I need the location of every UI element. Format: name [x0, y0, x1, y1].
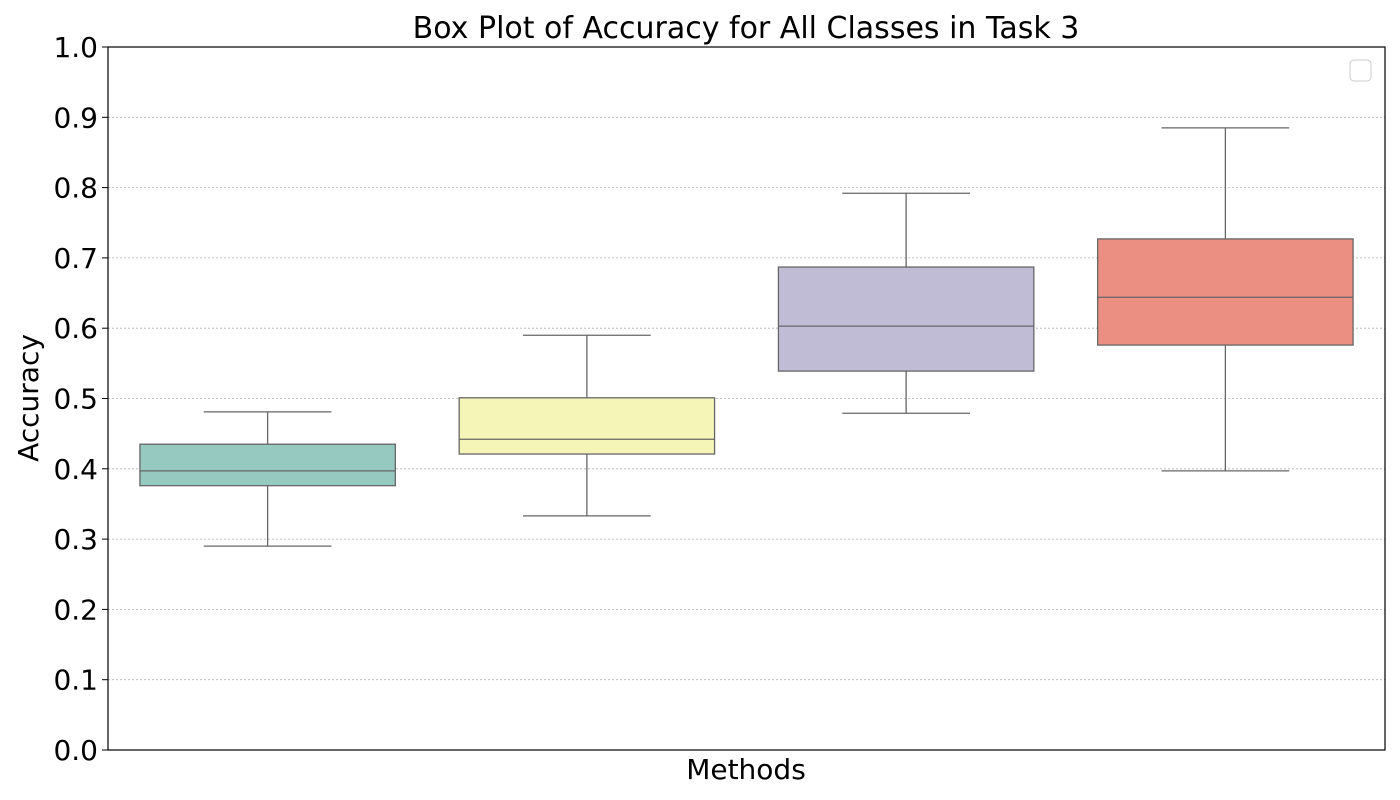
box-1 — [139, 411, 396, 547]
y-tick-label: 1.0 — [53, 31, 98, 64]
box-iqr — [458, 397, 716, 455]
box-3 — [777, 192, 1035, 414]
y-tick-label: 0.8 — [53, 172, 98, 205]
y-tick-label: 0.5 — [53, 383, 98, 416]
y-tick-label: 0.1 — [53, 664, 98, 697]
box-iqr — [139, 443, 396, 487]
y-tick-label: 0.2 — [53, 593, 98, 626]
box-iqr — [777, 266, 1035, 372]
y-tick-label: 0.9 — [53, 101, 98, 134]
box-series — [139, 127, 1354, 547]
box-iqr — [1097, 238, 1354, 346]
x-axis-label: Methods — [686, 753, 806, 786]
y-tick-label: 0.0 — [53, 734, 98, 767]
y-tick-label: 0.4 — [53, 453, 98, 486]
y-axis-ticks: 0.0 0.1 0.2 0.3 0.4 0.5 0.6 0.7 0.8 0.9 1.0 — [53, 31, 108, 767]
legend-empty — [1349, 59, 1372, 82]
chart-title: Box Plot of Accuracy for All Classes in … — [413, 11, 1080, 46]
box-4 — [1097, 127, 1354, 472]
y-tick-label: 0.6 — [53, 312, 98, 345]
y-tick-label: 0.7 — [53, 242, 98, 275]
y-tick-label: 0.3 — [53, 523, 98, 556]
y-axis-label: Accuracy — [12, 334, 45, 462]
box-2 — [458, 334, 716, 517]
grid-lines — [108, 116, 1385, 681]
